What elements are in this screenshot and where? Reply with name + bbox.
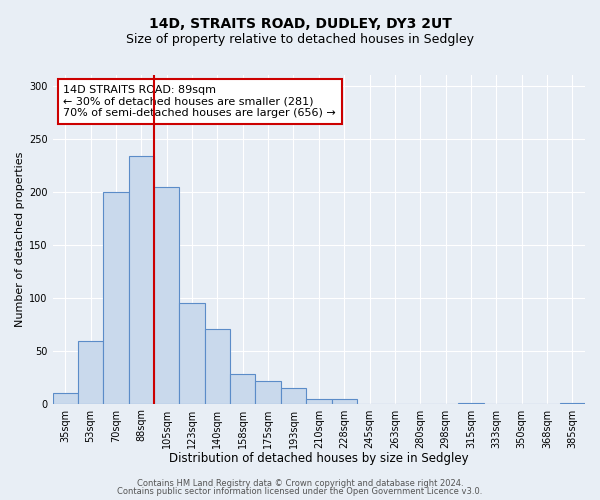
Text: 14D STRAITS ROAD: 89sqm
← 30% of detached houses are smaller (281)
70% of semi-d: 14D STRAITS ROAD: 89sqm ← 30% of detache…: [63, 85, 336, 118]
Bar: [560, 402, 585, 404]
Bar: [230, 374, 256, 404]
Bar: [179, 303, 205, 404]
Bar: [78, 341, 103, 404]
Y-axis label: Number of detached properties: Number of detached properties: [15, 152, 25, 327]
Bar: [458, 402, 484, 404]
Bar: [154, 188, 179, 404]
Bar: [53, 393, 78, 404]
Text: 14D, STRAITS ROAD, DUDLEY, DY3 2UT: 14D, STRAITS ROAD, DUDLEY, DY3 2UT: [149, 18, 451, 32]
Text: Size of property relative to detached houses in Sedgley: Size of property relative to detached ho…: [126, 32, 474, 46]
Bar: [129, 156, 154, 404]
Text: Contains HM Land Registry data © Crown copyright and database right 2024.: Contains HM Land Registry data © Crown c…: [137, 478, 463, 488]
Text: Contains public sector information licensed under the Open Government Licence v3: Contains public sector information licen…: [118, 487, 482, 496]
Bar: [332, 400, 357, 404]
Bar: [281, 388, 306, 404]
Bar: [103, 192, 129, 404]
X-axis label: Distribution of detached houses by size in Sedgley: Distribution of detached houses by size …: [169, 452, 469, 465]
Bar: [205, 330, 230, 404]
Bar: [306, 400, 332, 404]
Bar: [256, 382, 281, 404]
